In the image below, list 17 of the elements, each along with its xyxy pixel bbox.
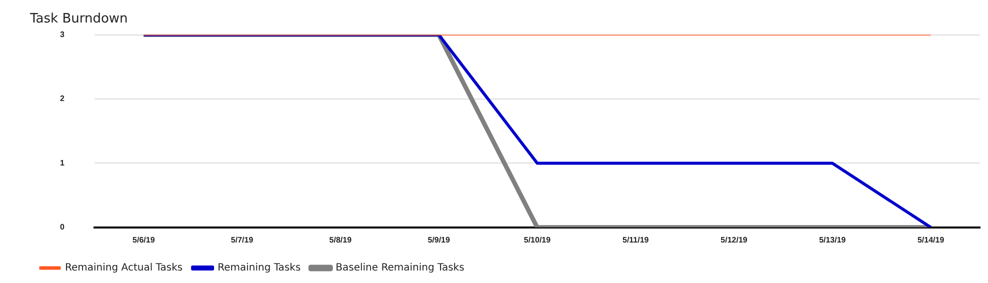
chart-title: Task Burndown	[29, 11, 128, 26]
x-tick-label: 5/8/19	[329, 235, 352, 244]
legend-label: Baseline Remaining Tasks	[336, 262, 464, 274]
legend-label: Remaining Actual Tasks	[65, 262, 183, 274]
x-tick-label: 5/12/19	[720, 235, 748, 244]
x-tick-label: 5/6/19	[132, 235, 156, 244]
x-tick-label: 5/14/19	[917, 235, 945, 244]
x-tick-label: 5/13/19	[819, 235, 846, 244]
x-tick-label: 5/7/19	[230, 235, 254, 244]
x-tick-label: 5/11/19	[622, 235, 650, 244]
x-tick-label: 5/10/19	[524, 235, 552, 244]
y-tick-label: 3	[60, 30, 65, 40]
y-tick-label: 2	[60, 94, 65, 104]
x-tick-label: 5/9/19	[428, 235, 450, 244]
y-tick-label: 0	[60, 222, 65, 232]
y-tick-label: 1	[60, 158, 65, 168]
legend-label: Remaining Tasks	[218, 262, 301, 274]
